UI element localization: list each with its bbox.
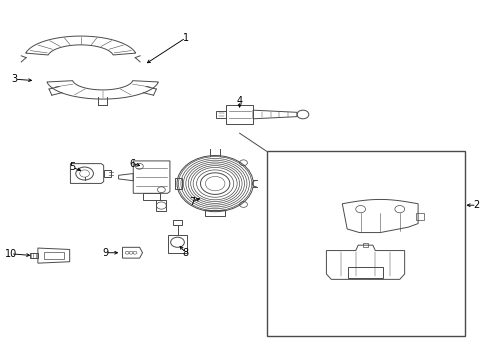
Bar — [103, 170, 111, 177]
Text: 2: 2 — [473, 200, 479, 210]
Text: 3: 3 — [12, 74, 18, 84]
Text: 1: 1 — [183, 33, 188, 43]
Bar — [415, 213, 424, 220]
Bar — [216, 111, 225, 118]
Bar — [142, 193, 160, 200]
Bar — [44, 252, 63, 259]
Bar — [205, 210, 224, 216]
Bar — [347, 267, 382, 278]
Text: 7: 7 — [189, 197, 195, 207]
Bar — [362, 243, 368, 247]
Bar — [266, 151, 464, 336]
Bar — [30, 253, 38, 258]
Bar — [175, 178, 182, 189]
Text: 5: 5 — [69, 162, 75, 172]
Text: 10: 10 — [4, 249, 17, 259]
Text: 9: 9 — [102, 248, 108, 258]
Text: 4: 4 — [236, 96, 242, 106]
Text: 8: 8 — [183, 248, 188, 258]
Text: 6: 6 — [129, 159, 135, 169]
